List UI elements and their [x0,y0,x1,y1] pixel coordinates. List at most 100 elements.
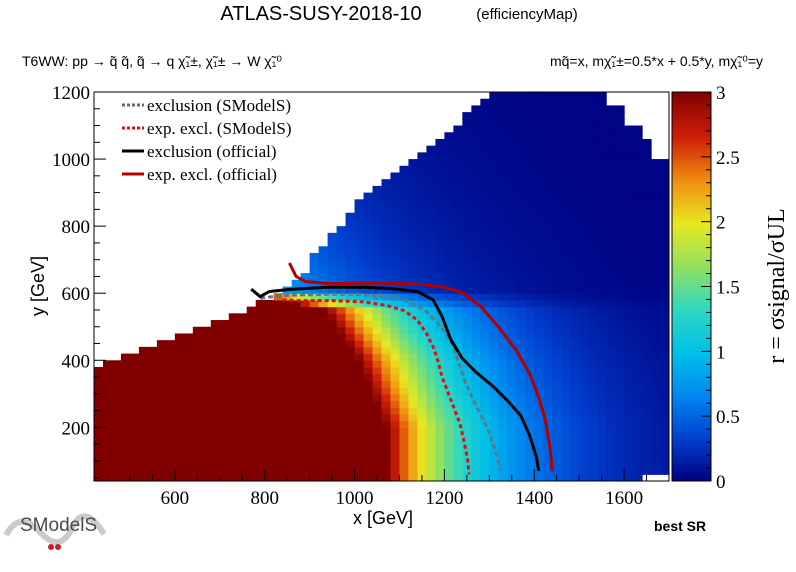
heat-cell [327,387,338,395]
heat-cell [408,353,419,361]
heat-cell [480,252,490,261]
heat-cell [363,407,374,415]
heat-cell [570,393,580,402]
heat-cell [525,192,535,200]
heat-cell [453,239,463,247]
heat-cell [147,420,158,428]
heat-cell [417,313,428,321]
heat-cell [318,273,329,281]
heat-cell [642,246,652,254]
heat-cell [624,360,634,368]
heat-cell [408,460,419,469]
heat-cell [246,447,257,455]
heat-cell [165,373,176,381]
heat-cell [471,353,481,361]
heat-cell [435,326,445,335]
heat-cell [327,360,338,368]
heat-cell [138,467,149,475]
heat-cell [426,434,436,442]
heat-cell [372,420,383,428]
heat-cell [381,199,392,207]
heat-cell [543,172,553,180]
heat-cell [426,259,436,267]
heat-cell [471,212,481,221]
heat-cell [219,353,230,361]
heat-cell [309,447,320,455]
heat-cell [516,400,526,408]
heat-cell [588,132,598,140]
heat-cell [408,387,419,395]
heat-cell [111,447,122,455]
heat-cell [480,226,490,234]
heat-cell [570,252,580,261]
heat-cell [615,206,625,214]
heat-cell [444,232,454,241]
heat-cell [381,380,392,388]
heat-cell [102,467,113,475]
heat-cell [462,434,472,442]
heat-cell [624,199,634,207]
heat-cell [651,206,661,214]
heat-cell [516,293,526,301]
heat-cell [372,273,383,281]
heat-cell [228,420,239,428]
heat-cell [480,440,490,449]
heat-cell [273,440,284,449]
heat-cell [426,353,436,361]
heat-cell [345,252,356,261]
heat-cell [444,219,454,227]
heat-cell [480,467,490,475]
heat-cell [588,239,598,247]
heat-cell [453,259,463,267]
heat-cell [570,380,580,388]
heat-cell [543,306,553,314]
heat-cell [534,360,544,368]
heat-cell [660,172,669,180]
heat-cell [309,427,320,435]
heat-cell [156,407,167,415]
heat-cell [543,393,553,402]
heat-cell [228,320,239,328]
heat-cell [588,440,598,449]
heat-cell [642,320,652,328]
heat-cell [309,387,320,395]
heat-cell [525,387,535,395]
heat-cell [192,366,203,375]
heat-cell [435,279,445,288]
heat-cell [561,118,571,127]
heat-cell [480,172,490,180]
heat-cell [408,360,419,368]
heat-cell [651,380,661,388]
heat-cell [237,467,248,475]
heat-cell [291,346,302,355]
heat-cell [426,159,436,167]
heat-cell [327,232,338,241]
heat-cell [543,246,553,254]
heat-cell [525,467,535,475]
heat-cell [444,326,454,335]
heat-cell [381,266,392,274]
heat-cell [417,165,428,174]
heat-cell [183,420,194,428]
heat-cell [408,340,419,348]
heat-cell [282,366,293,375]
heat-cell [372,246,383,254]
heat-cell [363,420,374,428]
heat-cell [525,400,535,408]
heat-cell [480,179,490,187]
heat-cell [426,340,436,348]
heat-cell [624,366,634,375]
heat-cell [597,132,607,140]
heat-cell [273,333,284,341]
heat-cell [327,434,338,442]
heat-cell [570,400,580,408]
heat-cell [561,273,571,281]
heat-cell [309,373,320,381]
heat-cell [336,460,347,469]
heat-cell [552,440,562,449]
heat-cell [489,172,499,180]
heat-cell [345,340,356,348]
heat-cell [183,434,194,442]
heat-cell [453,179,463,187]
heat-cell [363,259,374,267]
